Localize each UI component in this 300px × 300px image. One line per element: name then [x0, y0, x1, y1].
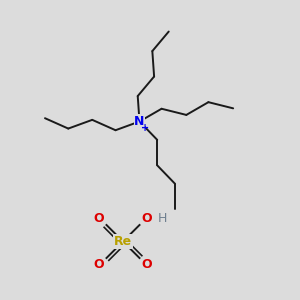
Text: +: + — [141, 123, 149, 133]
Text: O: O — [142, 212, 152, 225]
Text: O: O — [142, 258, 152, 271]
Text: H: H — [157, 212, 167, 225]
Text: N: N — [134, 115, 145, 128]
Text: O: O — [94, 212, 104, 225]
Text: O: O — [94, 258, 104, 271]
Text: Re: Re — [114, 235, 132, 248]
